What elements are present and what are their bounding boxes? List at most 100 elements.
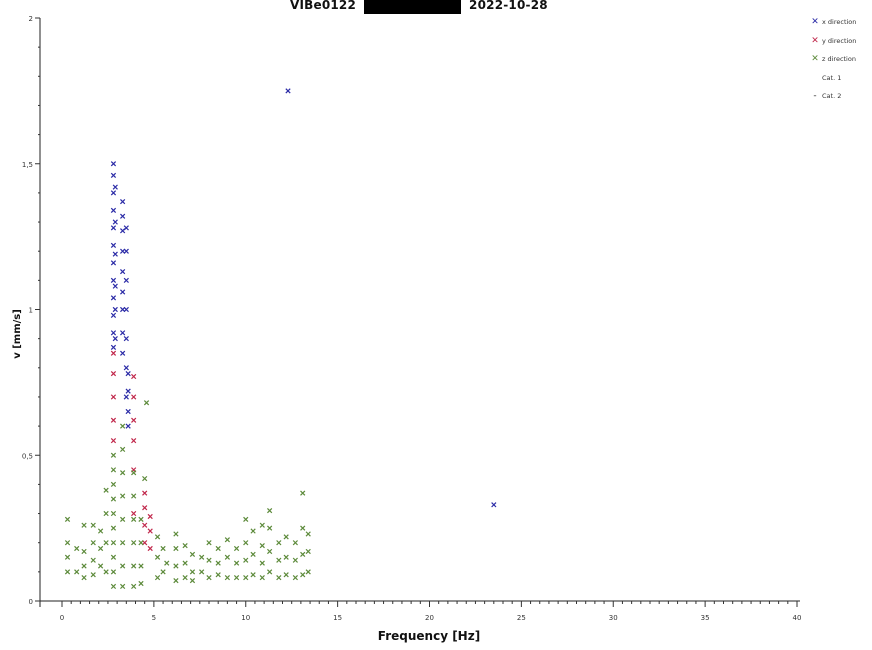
data-point-z-direction bbox=[173, 577, 179, 584]
point-stroke bbox=[182, 575, 188, 581]
point-stroke bbox=[120, 583, 126, 590]
point-stroke bbox=[283, 534, 289, 540]
data-point-z-direction bbox=[250, 528, 256, 534]
point-stroke bbox=[243, 540, 249, 546]
data-point-y-direction bbox=[131, 417, 137, 423]
data-point-z-direction bbox=[120, 423, 126, 429]
point-stroke bbox=[131, 470, 137, 476]
legend-label: z direction bbox=[822, 55, 856, 63]
plot-marks bbox=[64, 88, 497, 590]
point-stroke bbox=[131, 510, 137, 517]
point-stroke bbox=[143, 400, 150, 406]
point-stroke bbox=[125, 408, 131, 415]
point-stroke bbox=[110, 496, 117, 502]
point-stroke bbox=[81, 548, 87, 555]
point-stroke bbox=[233, 560, 240, 566]
point-stroke bbox=[103, 569, 109, 575]
x-tick-label: 10 bbox=[241, 614, 250, 622]
point-stroke bbox=[110, 350, 117, 356]
point-stroke bbox=[110, 417, 117, 423]
data-point-z-direction bbox=[81, 575, 87, 581]
point-stroke bbox=[292, 540, 298, 546]
data-point-y-direction bbox=[142, 522, 148, 528]
data-point-x-direction bbox=[123, 225, 129, 231]
point-stroke bbox=[120, 470, 126, 476]
data-point-z-direction bbox=[233, 575, 240, 581]
data-point-x-direction bbox=[110, 161, 117, 167]
data-point-z-direction bbox=[90, 557, 96, 563]
data-point-y-direction bbox=[110, 438, 117, 444]
data-point-z-direction bbox=[110, 554, 117, 560]
point-stroke bbox=[81, 522, 87, 528]
data-point-z-direction bbox=[233, 560, 240, 566]
data-point-z-direction bbox=[74, 569, 80, 575]
point-stroke bbox=[120, 423, 126, 429]
y-tick-label: 1,5 bbox=[22, 161, 33, 169]
data-point-z-direction bbox=[300, 490, 306, 496]
point-stroke bbox=[215, 545, 221, 552]
data-point-x-direction bbox=[110, 295, 117, 301]
data-point-z-direction bbox=[138, 516, 144, 523]
point-stroke bbox=[267, 525, 273, 531]
data-point-z-direction bbox=[292, 540, 298, 546]
point-stroke bbox=[123, 394, 129, 400]
point-stroke bbox=[173, 563, 179, 569]
legend-label: y direction bbox=[822, 36, 857, 45]
point-stroke bbox=[74, 545, 80, 552]
y-axis-label: v [mm/s] bbox=[12, 309, 23, 359]
point-stroke bbox=[215, 560, 221, 566]
point-stroke bbox=[110, 161, 117, 167]
data-point-z-direction bbox=[267, 569, 273, 575]
data-point-x-direction bbox=[123, 336, 129, 342]
data-point-z-direction bbox=[120, 446, 126, 453]
title-left-text: VIBe0122 bbox=[290, 0, 357, 12]
point-stroke bbox=[112, 251, 118, 257]
data-point-z-direction bbox=[243, 540, 249, 546]
data-point-z-direction bbox=[164, 560, 170, 566]
y-direction-marker-icon: ✕ bbox=[811, 35, 819, 46]
point-stroke bbox=[182, 542, 188, 549]
data-point-z-direction bbox=[64, 569, 71, 575]
legend-label: Cat. 1 bbox=[822, 73, 842, 82]
point-stroke bbox=[142, 490, 148, 496]
redaction-block bbox=[364, 0, 462, 14]
y-tick-label: 1 bbox=[29, 307, 33, 315]
data-point-y-direction bbox=[131, 438, 137, 444]
point-stroke bbox=[110, 260, 117, 266]
point-stroke bbox=[110, 540, 117, 546]
data-point-z-direction bbox=[131, 470, 137, 476]
point-stroke bbox=[154, 554, 161, 560]
point-stroke bbox=[123, 336, 129, 342]
point-stroke bbox=[110, 554, 117, 560]
point-stroke bbox=[142, 522, 148, 528]
point-stroke bbox=[283, 554, 289, 560]
x-tick-label: 0 bbox=[60, 614, 64, 622]
data-point-x-direction bbox=[123, 365, 129, 371]
data-point-z-direction bbox=[103, 540, 109, 546]
point-stroke bbox=[267, 548, 273, 555]
point-stroke bbox=[103, 487, 109, 493]
point-stroke bbox=[110, 525, 117, 531]
point-stroke bbox=[147, 513, 153, 520]
point-stroke bbox=[110, 190, 117, 196]
legend-item-cat1: Cat. 1 bbox=[810, 69, 856, 88]
legend-label: x direction bbox=[822, 18, 857, 26]
data-point-z-direction bbox=[189, 569, 196, 575]
point-stroke bbox=[120, 493, 126, 499]
point-stroke bbox=[199, 554, 205, 560]
data-point-y-direction bbox=[131, 394, 137, 400]
point-stroke bbox=[103, 510, 109, 517]
data-point-x-direction bbox=[110, 207, 117, 214]
point-stroke bbox=[123, 306, 129, 313]
point-stroke bbox=[110, 277, 117, 283]
point-stroke bbox=[120, 516, 126, 523]
point-stroke bbox=[97, 545, 104, 552]
point-stroke bbox=[182, 560, 188, 566]
point-stroke bbox=[138, 540, 144, 546]
point-stroke bbox=[120, 563, 126, 569]
point-stroke bbox=[110, 452, 117, 458]
data-point-z-direction bbox=[97, 563, 104, 569]
point-stroke bbox=[189, 569, 196, 575]
point-stroke bbox=[112, 184, 118, 190]
point-stroke bbox=[206, 540, 212, 546]
